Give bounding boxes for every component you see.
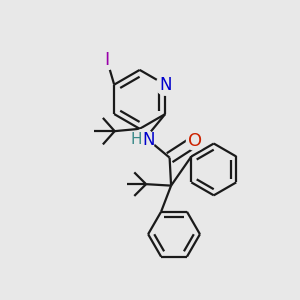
Text: N: N: [142, 131, 155, 149]
Text: I: I: [104, 51, 110, 69]
Text: O: O: [188, 133, 202, 151]
Text: N: N: [159, 76, 171, 94]
Text: H: H: [131, 133, 142, 148]
